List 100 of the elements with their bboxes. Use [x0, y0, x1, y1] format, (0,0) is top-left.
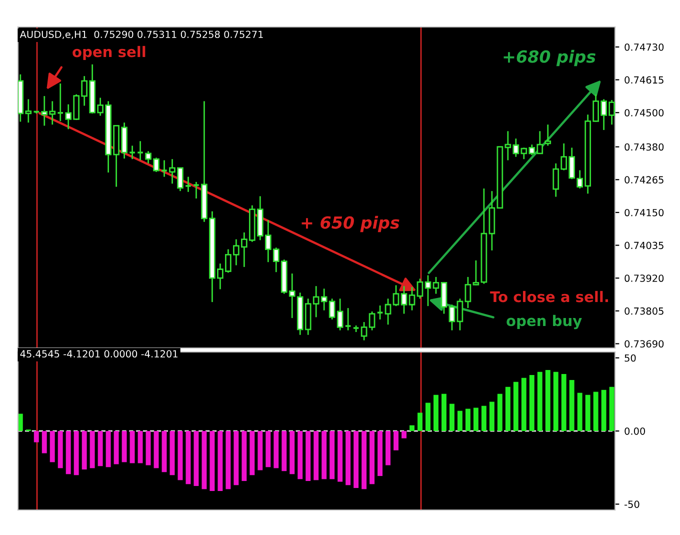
- y-tick-label: 0.74730: [624, 43, 664, 51]
- y-tick-label: 0.73920: [624, 274, 664, 282]
- chart-title: AUDUSD,e,H1 0.75290 0.75311 0.75258 0.75271: [20, 30, 263, 40]
- annotation: open sell: [72, 46, 146, 60]
- bar: [346, 431, 351, 486]
- y-tick-label: 0.74150: [624, 208, 664, 216]
- candlestick: [192, 181, 200, 200]
- y-tick-label: 0.74035: [624, 242, 664, 250]
- bar: [505, 386, 510, 431]
- bar: [593, 392, 598, 431]
- bar: [441, 394, 446, 431]
- y-tick-label: 0.74265: [624, 176, 664, 184]
- bar: [250, 431, 255, 476]
- y-tick-label: 0.00: [624, 427, 646, 435]
- bar: [210, 431, 215, 491]
- bar: [146, 431, 151, 466]
- candlestick: [184, 176, 192, 193]
- candlestick: [392, 284, 400, 307]
- bar: [569, 380, 574, 431]
- candlestick: [400, 285, 408, 314]
- y-tick-label: 0.73805: [624, 307, 664, 315]
- y-tick-label: 0.74500: [624, 109, 664, 116]
- bar: [561, 374, 566, 431]
- candlestick: [56, 82, 64, 122]
- bar: [266, 431, 271, 468]
- annotation: +680 pips: [504, 50, 596, 66]
- bar: [242, 431, 247, 482]
- y-tick-label: 0.73690: [624, 340, 664, 348]
- candlestick: [408, 286, 416, 312]
- bar: [306, 431, 311, 482]
- candlestick: [136, 140, 144, 161]
- bar: [370, 431, 375, 484]
- bar: [202, 431, 207, 490]
- bar: [521, 378, 526, 431]
- bar: [545, 370, 550, 431]
- annotation: open buy: [506, 314, 582, 330]
- candlestick: [472, 260, 480, 286]
- bar: [218, 431, 223, 491]
- candlestick: [128, 145, 136, 160]
- bar: [394, 431, 398, 450]
- bar: [226, 431, 231, 490]
- bar: [449, 404, 454, 431]
- candlestick: [456, 298, 464, 332]
- bar: [138, 431, 143, 464]
- bar: [298, 431, 303, 480]
- bar: [378, 431, 383, 476]
- candlestick: [544, 124, 552, 146]
- bar: [434, 394, 438, 431]
- y-tick-label: -50: [624, 500, 640, 508]
- bar: [330, 431, 335, 480]
- candlestick: [360, 321, 368, 341]
- y-tick-label: 0.74380: [624, 143, 664, 151]
- bar: [42, 431, 47, 454]
- bar: [90, 431, 95, 468]
- bar: [74, 431, 79, 476]
- bar: [82, 431, 87, 470]
- bar: [457, 410, 462, 431]
- bar: [274, 431, 279, 468]
- candlestick: [432, 276, 440, 294]
- bar: [314, 431, 319, 480]
- bar: [66, 431, 71, 474]
- bar: [186, 431, 191, 484]
- bar: [50, 431, 55, 462]
- bar: [98, 431, 103, 466]
- bar: [497, 394, 502, 431]
- bar: [106, 431, 111, 468]
- chart-title: 45.4545 -4.1201 0.0000 -4.1201: [20, 350, 178, 358]
- bar: [529, 374, 534, 431]
- candlestick: [448, 304, 456, 332]
- bar: [481, 406, 486, 431]
- bar: [122, 431, 127, 462]
- bar: [537, 372, 542, 431]
- bar: [513, 382, 518, 431]
- bar: [18, 414, 23, 431]
- candlestick: [464, 276, 472, 309]
- bar: [58, 431, 63, 468]
- bar: [465, 408, 470, 431]
- bar: [290, 431, 295, 474]
- annotation: To close a sell.: [490, 290, 608, 302]
- candlestick: [368, 310, 376, 332]
- bar: [170, 431, 175, 476]
- bar: [178, 431, 183, 480]
- candlestick: [160, 160, 168, 178]
- bar: [410, 425, 414, 431]
- bar: [609, 386, 614, 431]
- bar: [426, 402, 430, 431]
- bar: [322, 431, 327, 480]
- bar: [114, 431, 119, 464]
- annotation: + 650 pips: [302, 216, 400, 232]
- candlestick: [344, 307, 352, 332]
- bar: [354, 431, 359, 488]
- bar: [553, 372, 558, 431]
- bar: [234, 431, 239, 486]
- bar: [130, 431, 135, 464]
- bar: [601, 390, 606, 431]
- bar: [362, 431, 367, 490]
- candlestick: [376, 304, 384, 320]
- bar: [282, 431, 287, 472]
- bar: [473, 408, 478, 431]
- bar: [585, 394, 590, 431]
